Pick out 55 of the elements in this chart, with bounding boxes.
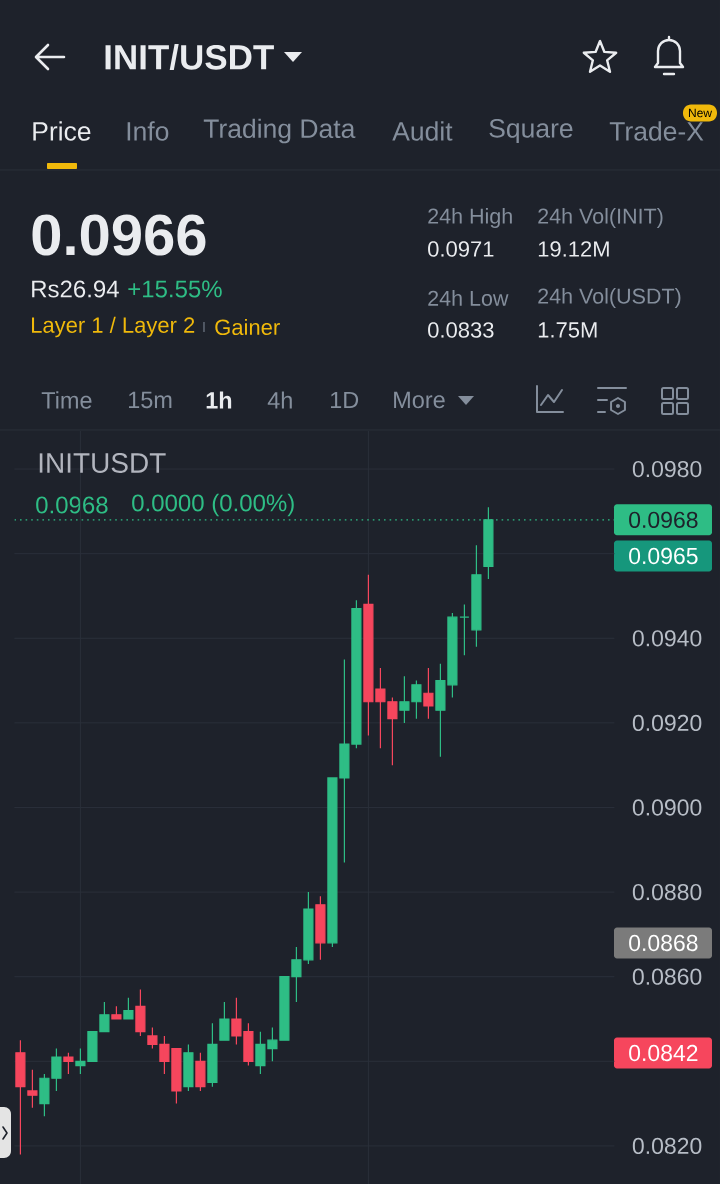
candlestick: [459, 603, 470, 656]
y-tick-label: 0.0900: [632, 799, 702, 816]
text: 19.12M: [538, 241, 609, 257]
text: 24h Vol(INIT): [538, 207, 663, 229]
text: 0.0971: [428, 241, 494, 257]
text: 24h High: [428, 207, 512, 229]
annotation: 0.0968: [36, 496, 108, 514]
text: 0.0966: [32, 214, 206, 256]
y-tick-label: 0.0820: [632, 1137, 702, 1155]
candlestick: [183, 1043, 194, 1092]
y-tick-label: 0.0920: [632, 714, 702, 732]
y-tick-label: 0.0860: [632, 968, 702, 985]
y-tick-label: 0.0940: [632, 630, 702, 647]
annotation: 0.0000 (0.00%): [132, 493, 294, 517]
candlestick: [15, 1039, 26, 1155]
text: 0.0842: [629, 1044, 698, 1062]
candlestick: [123, 997, 134, 1020]
text: More: [394, 391, 445, 409]
text: 0.0868: [629, 934, 698, 952]
candlestick: [63, 1052, 74, 1075]
text: 0.0833: [428, 322, 494, 338]
text: Rs26.94: [32, 280, 119, 298]
text: Square: [489, 119, 573, 143]
candlestick: [219, 1001, 230, 1041]
text: Time: [41, 391, 92, 409]
text: +15.55%: [128, 280, 222, 298]
text: 4h: [267, 391, 292, 409]
candlestick: [423, 667, 434, 720]
text: 24h Vol(USDT): [538, 287, 681, 309]
candlestick: [111, 1005, 122, 1020]
candlestick: [207, 1022, 218, 1088]
text: 1.75M: [538, 322, 597, 338]
text: New: [688, 108, 713, 118]
y-tick-label: 0.0880: [632, 883, 702, 901]
text: Layer 1 / Layer 2: [32, 316, 195, 338]
candlestick: [135, 988, 146, 1037]
candlestick: [315, 895, 326, 961]
text: 24h Low: [428, 290, 509, 306]
text: Info: [127, 121, 169, 141]
candlestick: [471, 544, 482, 648]
text: INIT/USDT: [105, 43, 274, 71]
ref-line-label: 0.0968: [629, 511, 698, 528]
text: Price: [33, 121, 91, 141]
text: 1D: [330, 391, 359, 409]
text: 0.0965: [629, 547, 698, 565]
text: INITUSDT: [39, 453, 166, 473]
candlestick: [195, 1052, 206, 1092]
text: Gainer: [215, 318, 280, 336]
y-tick-label: 0.0980: [632, 460, 702, 478]
candlestick: [27, 1069, 38, 1109]
text: Trading Data: [203, 118, 356, 144]
text: 1h: [206, 391, 232, 409]
text: Trade-X: [609, 121, 704, 141]
text: Audit: [392, 121, 453, 141]
text: 15m: [128, 391, 172, 409]
